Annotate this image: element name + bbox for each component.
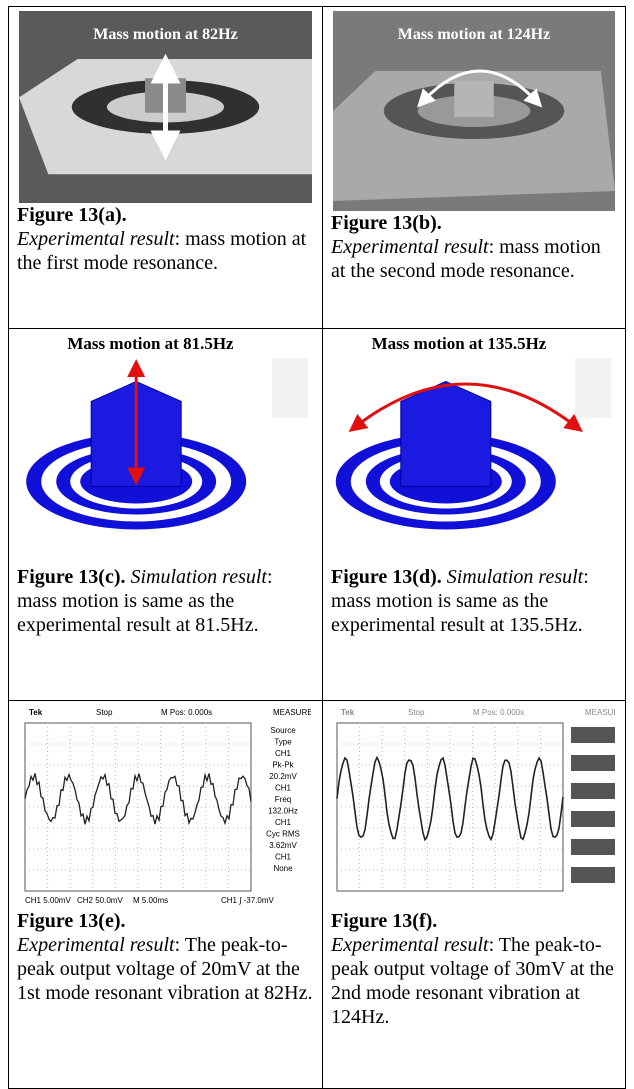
scope-menu-box [571, 839, 615, 855]
caption-figure: Figure 13(c). [17, 566, 126, 588]
scope-menu-item: CH1 [274, 818, 291, 827]
figure-cell: Mass motion at 124Hz Figure 13(b).Experim… [323, 11, 625, 283]
caption-emphasis: Experimental result [17, 228, 175, 250]
caption: Figure 13(f).Experimental result: The pe… [323, 909, 625, 1029]
legend-panel [272, 358, 308, 418]
scope-menu-item: CH1 [274, 749, 291, 758]
mass [454, 81, 493, 117]
caption-figure: Figure 13(f). [331, 910, 437, 932]
image-label: Mass motion at 135.5Hz [372, 334, 547, 353]
scope-menu-item: Source [270, 726, 296, 735]
caption: Figure 13(e).Experimental result: The pe… [9, 909, 322, 1005]
scope-menu-item: 20.2mV [269, 772, 297, 781]
caption-figure: Figure 13(e). [17, 910, 126, 932]
figure-image: Tek Stop M Pos: 0.000s MEASURE Source Type CH1… [21, 705, 311, 909]
scope-header: Tek [29, 708, 43, 717]
caption: Figure 13(a).Experimental result: mass m… [9, 203, 322, 275]
scope-menu-box [571, 811, 615, 827]
scope-menu-item: CH1 [274, 853, 291, 862]
scope-header: M Pos: 0.000s [161, 708, 212, 717]
scope-menu-item: None [273, 864, 293, 873]
caption-figure: Figure 13(b). [331, 212, 442, 234]
scope-menu-box [571, 783, 615, 799]
figure-image: Mass motion at 135.5Hz [333, 333, 615, 565]
scope-footer: CH1 5.00mV [25, 896, 71, 905]
scope-header: Stop [408, 708, 425, 717]
figure-cell: Mass motion at 82Hz Figure 13(a).Experime… [9, 11, 322, 275]
caption-emphasis: Experimental result [331, 236, 489, 258]
scope-menu-box [571, 727, 615, 743]
scope-header: MEASURE [585, 708, 615, 717]
scope-menu-box [571, 867, 615, 883]
figure-image: Mass motion at 124Hz [333, 11, 615, 211]
scope-footer: CH2 50.0mV [77, 896, 123, 905]
scope-menu-item: 132.0Hz [268, 807, 298, 816]
scope-menu-item: Type [274, 738, 292, 747]
scope-header: MEASURE [273, 708, 311, 717]
scope-menu-item: Pk-Pk [272, 761, 294, 770]
caption: Figure 13(d). Simulation result: mass mo… [323, 565, 625, 637]
scope-menu-item: Cyc RMS [266, 830, 300, 839]
figure-cell: Tek Stop M Pos: 0.000s MEASURE Source Type CH1… [9, 705, 322, 1005]
caption: Figure 13(c). Simulation result: mass mo… [9, 565, 322, 637]
scope-header: M Pos: 0.000s [473, 708, 524, 717]
figure-cell: Mass motion at 135.5Hz Figure 13(d). Simu… [323, 333, 625, 637]
scope-menu-item: 3.62mV [269, 841, 297, 850]
scope-footer: CH1 ∫ -37.0mV [221, 896, 275, 905]
scope-menu-box [571, 755, 615, 771]
image-label: Mass motion at 81.5Hz [67, 334, 234, 353]
figure-cell: Tek Stop M Pos: 0.000s MEASURE Figure 13(f).… [323, 705, 625, 1029]
page: {"cells": [ {"image_label": "Mass motion… [0, 0, 634, 1088]
figure-image: Mass motion at 82Hz [19, 11, 312, 203]
scope-footer: M 5.00ms [133, 896, 168, 905]
figure-image: Tek Stop M Pos: 0.000s MEASURE [333, 705, 615, 909]
caption-emphasis: Experimental result [17, 934, 175, 956]
image-label: Mass motion at 124Hz [398, 26, 550, 43]
caption-figure: Figure 13(d). [331, 566, 442, 588]
scope-header: Stop [96, 708, 113, 717]
caption-emphasis: Simulation result [131, 566, 267, 588]
scope-menu-item: Freq [274, 795, 290, 804]
image-label: Mass motion at 82Hz [93, 26, 237, 43]
caption: Figure 13(b).Experimental result: mass m… [323, 211, 625, 283]
figure-image: Mass motion at 81.5Hz [19, 333, 312, 565]
caption-emphasis: Simulation result [447, 566, 583, 588]
scope-header: Tek [341, 708, 355, 717]
figure-cell: Mass motion at 81.5Hz Figure 13(c). Simul… [9, 333, 322, 637]
scope-menu-item: CH1 [274, 784, 291, 793]
legend-panel [575, 358, 611, 418]
caption-emphasis: Experimental result [331, 934, 489, 956]
mass-block [401, 381, 491, 486]
caption-figure: Figure 13(a). [17, 204, 127, 226]
